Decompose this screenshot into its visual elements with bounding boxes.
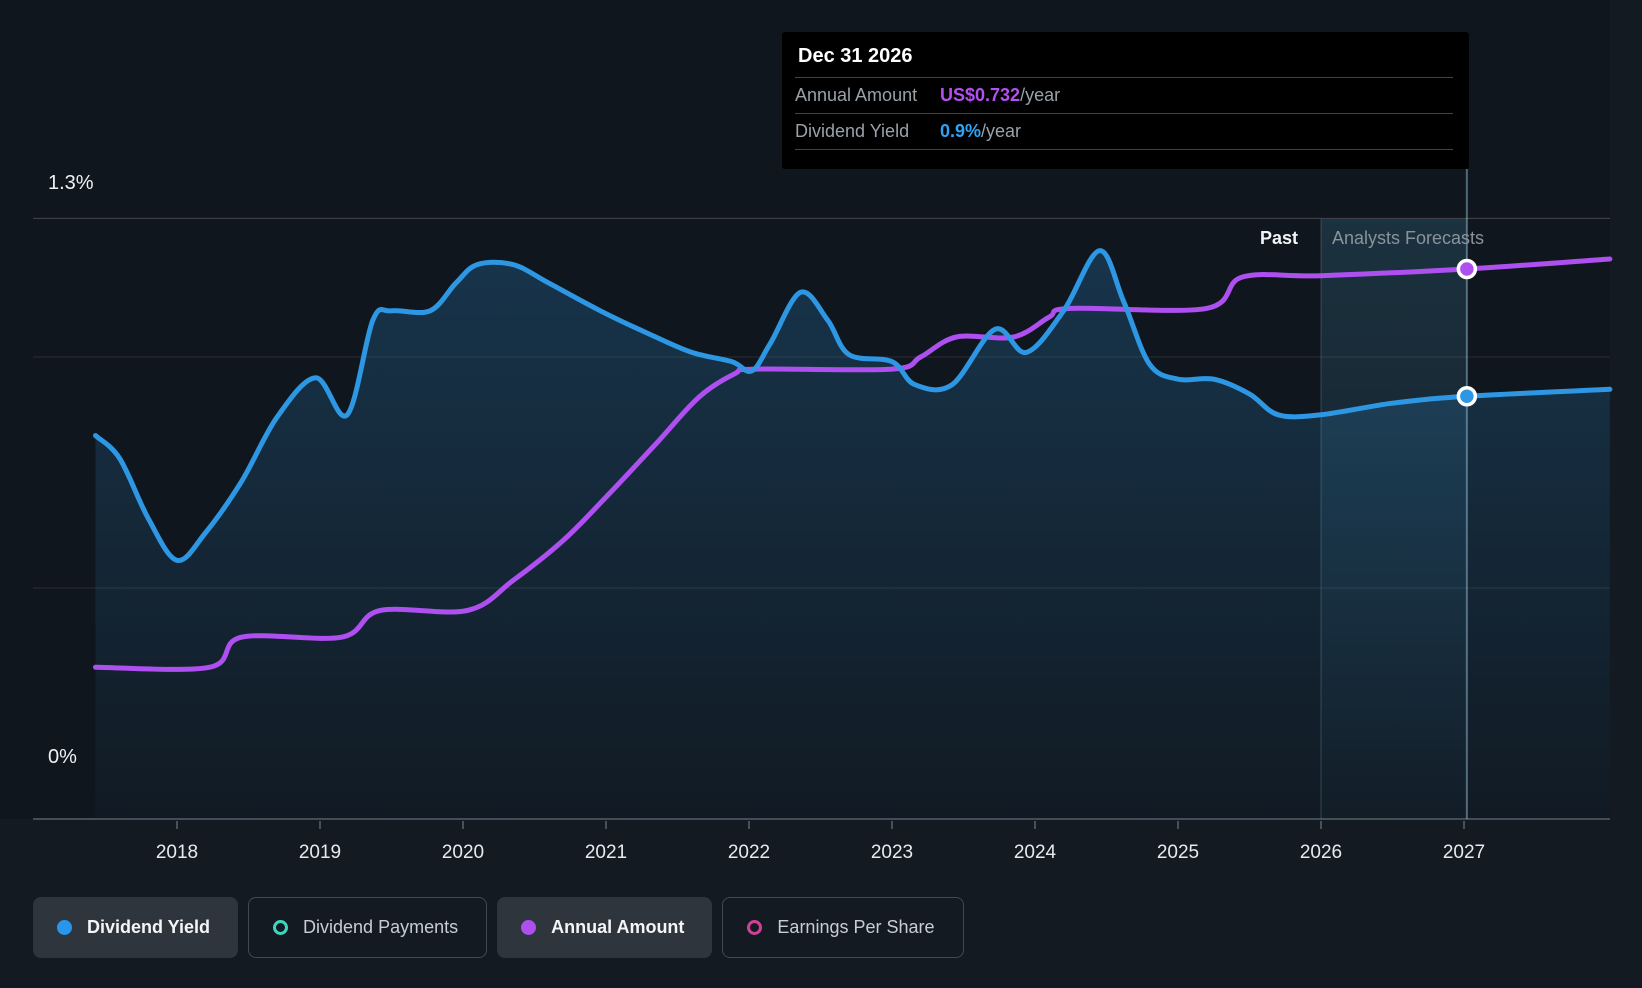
legend-item-annual-amount[interactable]: Annual Amount bbox=[497, 897, 713, 958]
dividend-yield-area bbox=[95, 250, 1610, 820]
tooltip-value-suffix: /year bbox=[1020, 85, 1061, 105]
hover-tooltip: Dec 31 2026 Annual Amount US$0.732 /year… bbox=[782, 32, 1469, 169]
annual-amount-marker-dot bbox=[1456, 258, 1478, 280]
forecasts-label: Analysts Forecasts bbox=[1332, 228, 1485, 248]
x-axis-label-2023: 2023 bbox=[870, 842, 914, 863]
dividend-payments-ring-icon bbox=[273, 920, 289, 935]
legend-item-dividend-yield[interactable]: Dividend Yield bbox=[33, 897, 239, 958]
x-axis-label-2019: 2019 bbox=[298, 842, 342, 863]
earnings-per-share-ring-icon bbox=[747, 920, 763, 935]
legend-item-dividend-payments[interactable]: Dividend Payments bbox=[248, 897, 488, 958]
tooltip-value-annual-amount: US$0.732 bbox=[940, 85, 1021, 105]
legend-label: Dividend Yield bbox=[87, 917, 211, 937]
x-axis-label-2027: 2027 bbox=[1442, 842, 1486, 863]
x-axis-label-2025: 2025 bbox=[1156, 842, 1200, 863]
tooltip-label: Annual Amount bbox=[795, 85, 918, 105]
past-label: Past bbox=[1259, 228, 1298, 248]
legend-label: Dividend Payments bbox=[303, 917, 459, 937]
legend-label: Earnings Per Share bbox=[777, 917, 935, 937]
y-axis-label-top: 1.3% bbox=[48, 172, 94, 194]
tooltip-date: Dec 31 2026 bbox=[798, 45, 913, 67]
tooltip-row-annual-amount: Annual Amount US$0.732 /year bbox=[795, 77, 1453, 113]
x-axis-label-2021: 2021 bbox=[584, 842, 628, 863]
tooltip-value-dividend-yield: 0.9% bbox=[940, 121, 982, 141]
x-axis-label-2020: 2020 bbox=[441, 842, 485, 863]
chart-legend: Dividend Yield Dividend Payments Annual … bbox=[33, 897, 964, 958]
legend-label: Annual Amount bbox=[551, 917, 685, 937]
legend-item-earnings-per-share[interactable]: Earnings Per Share bbox=[722, 897, 964, 958]
x-axis-label-2022: 2022 bbox=[727, 842, 771, 863]
x-axis-label-2026: 2026 bbox=[1299, 842, 1343, 863]
tooltip-value-suffix: /year bbox=[981, 121, 1022, 141]
y-axis-label-bottom: 0% bbox=[48, 746, 77, 768]
x-axis-label-2024: 2024 bbox=[1013, 842, 1057, 863]
annual-amount-dot-icon bbox=[521, 920, 537, 935]
x-axis-label-2018: 2018 bbox=[155, 842, 199, 863]
tooltip-row-dividend-yield: Dividend Yield 0.9% /year bbox=[795, 113, 1453, 149]
dividend-yield-dot-icon bbox=[57, 920, 72, 935]
tooltip-label: Dividend Yield bbox=[795, 121, 910, 141]
dividend-yield-marker-dot bbox=[1456, 386, 1478, 407]
dividend-yield-line bbox=[92, 248, 1613, 563]
